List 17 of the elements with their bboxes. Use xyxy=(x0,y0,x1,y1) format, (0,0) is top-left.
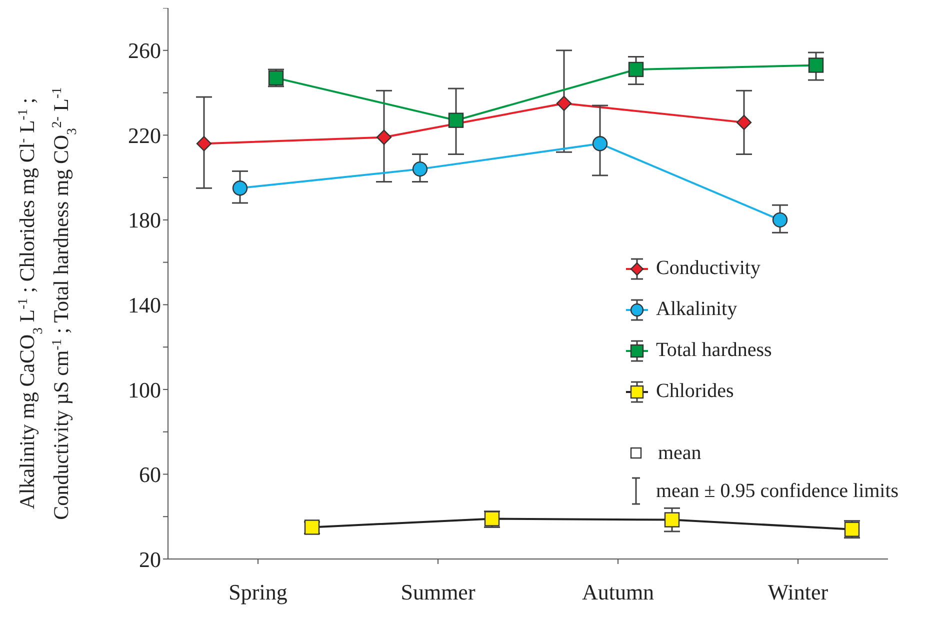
x-tick-label: Spring xyxy=(228,580,288,605)
legend-label: Chlorides xyxy=(656,380,734,403)
annotation: mean ± 0.95 confidence limits xyxy=(656,480,899,502)
y-tick-label: 180 xyxy=(128,208,161,233)
annotation: mean xyxy=(658,442,702,464)
y-tick-label: 20 xyxy=(139,546,161,572)
y-tick-label: 140 xyxy=(128,292,161,318)
legend-label: Total hardness xyxy=(656,339,772,362)
y-tick-label: 60 xyxy=(139,462,161,488)
y-tick-label: 260 xyxy=(128,38,161,64)
legend-label: Alkalinity xyxy=(656,298,738,321)
x-tick-label: Autumn xyxy=(582,580,654,605)
y-tick-label: 220 xyxy=(128,122,161,148)
x-tick-label: Summer xyxy=(400,580,476,605)
x-tick-label: Winter xyxy=(768,580,829,605)
legend-label: Conductivity xyxy=(656,257,760,280)
y-tick-label: 100 xyxy=(128,377,161,402)
